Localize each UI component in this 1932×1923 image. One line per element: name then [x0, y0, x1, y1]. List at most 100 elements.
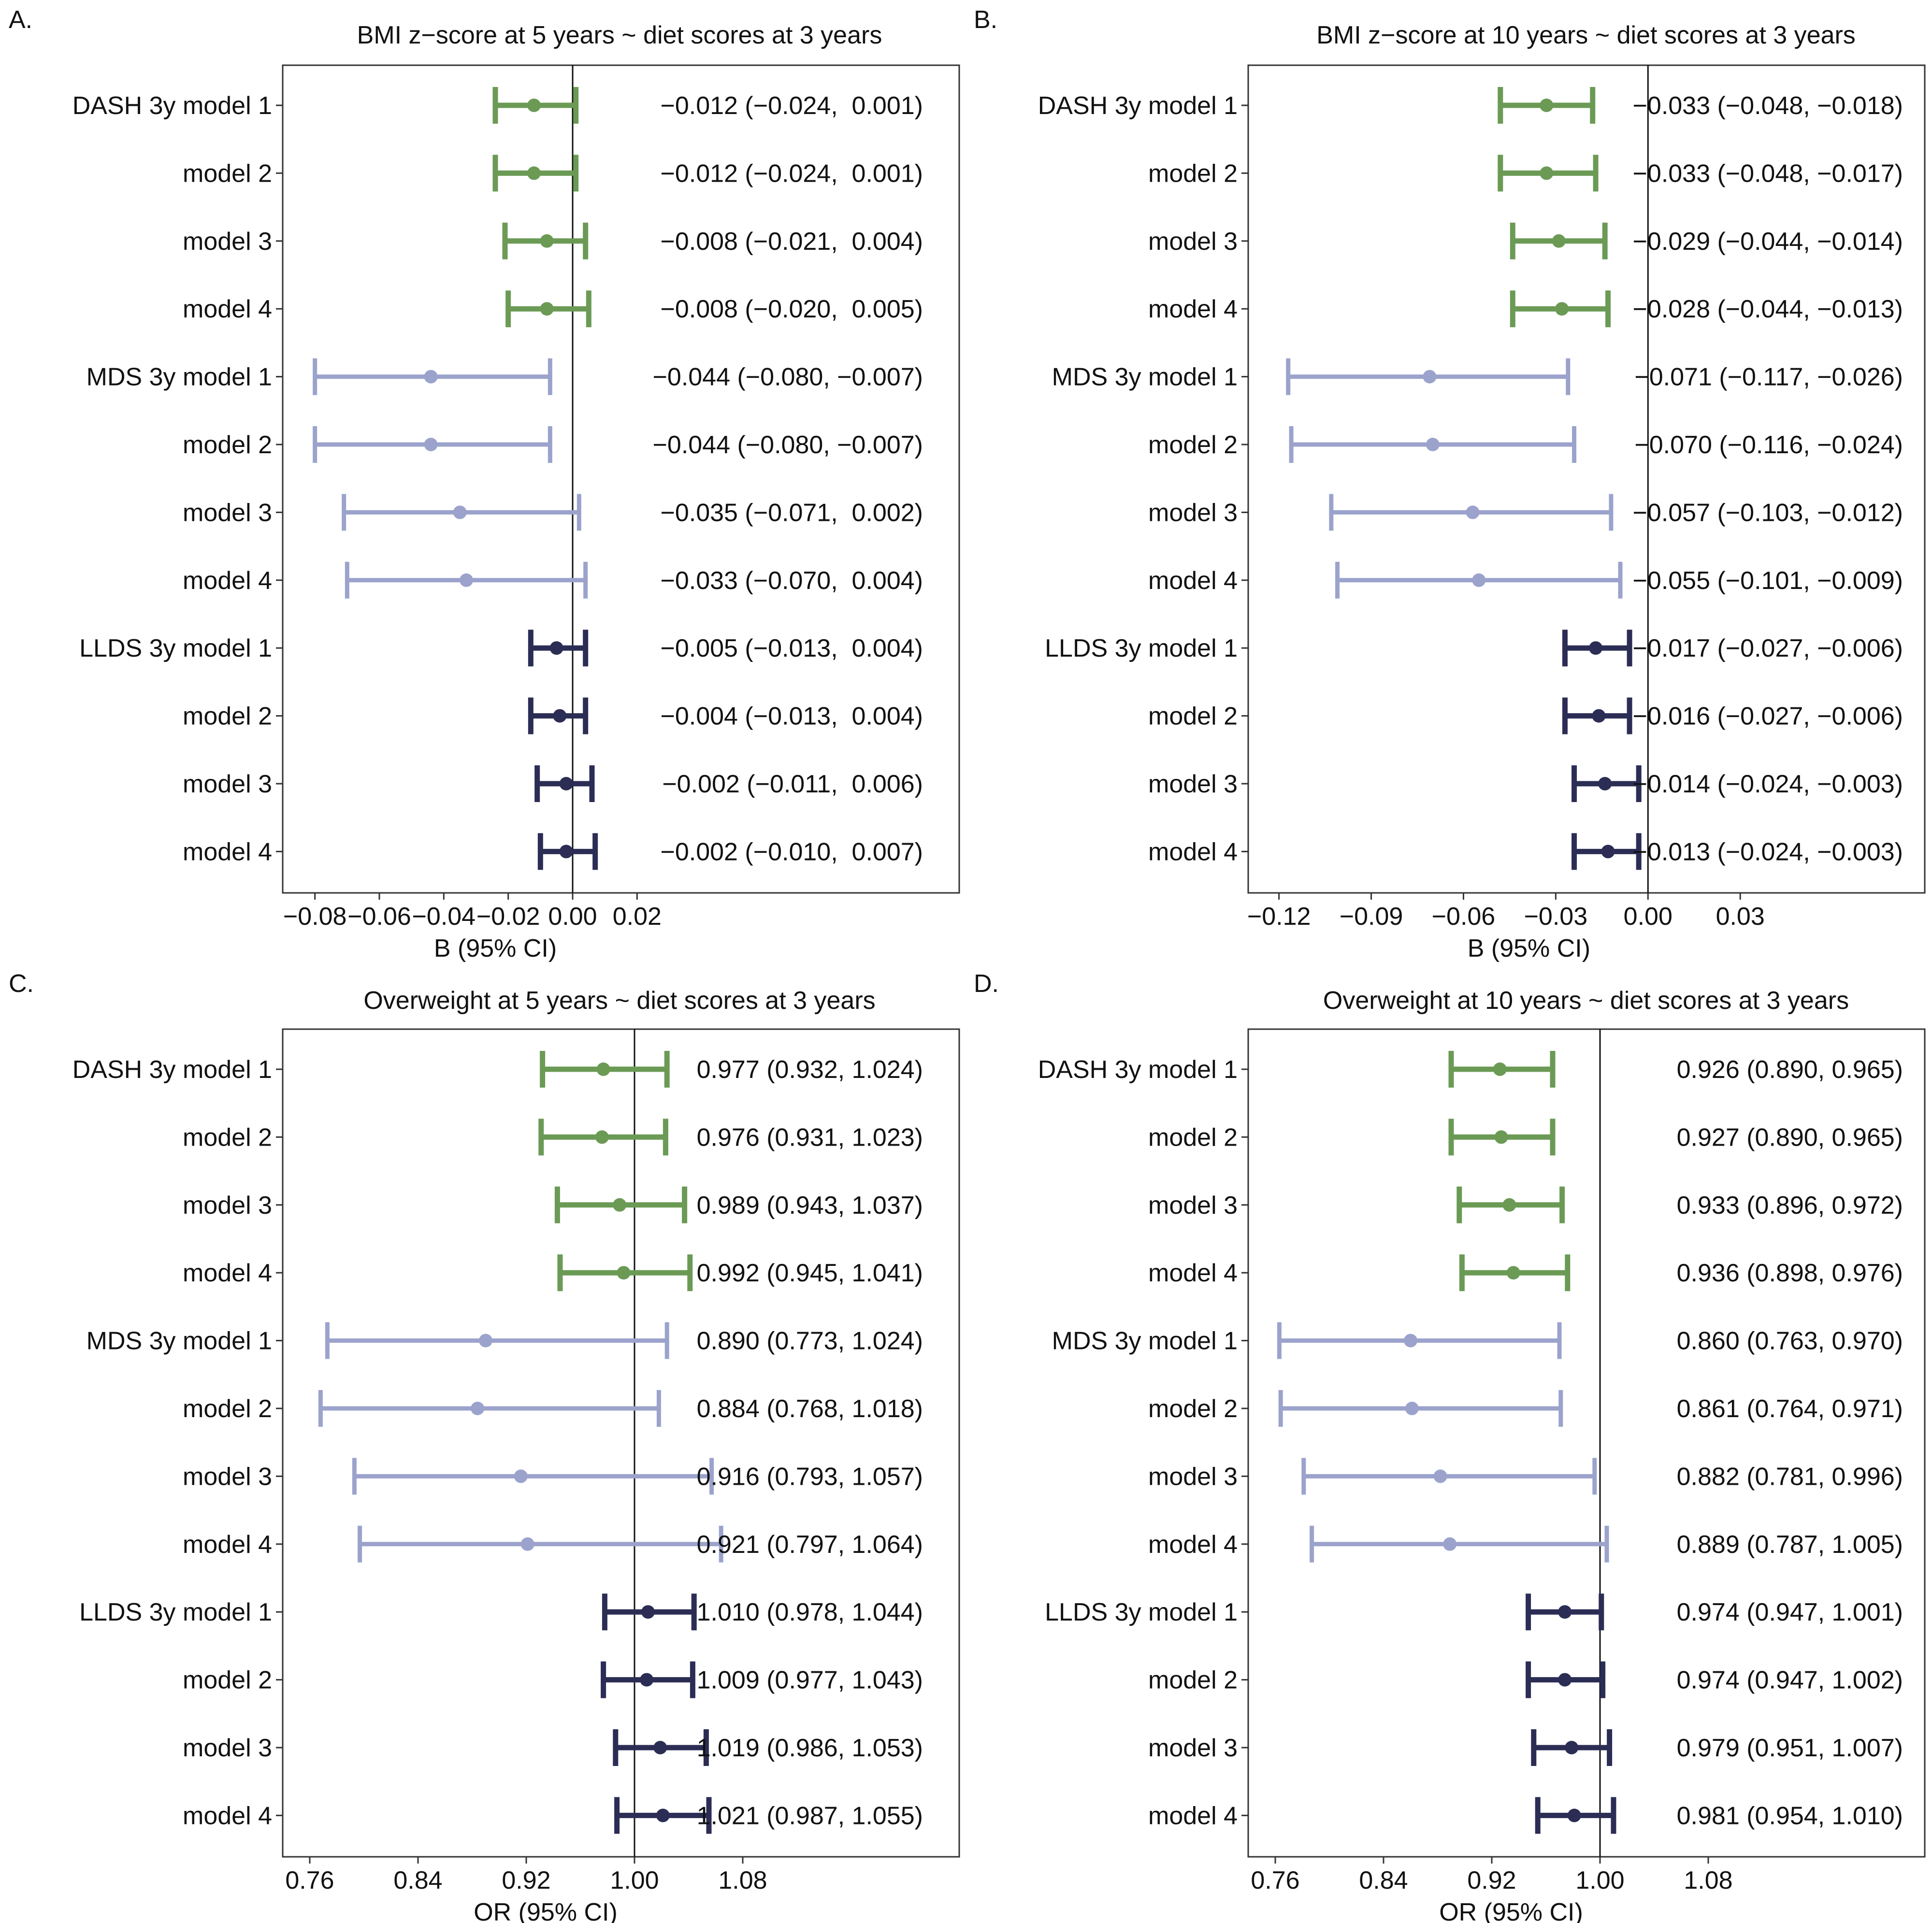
x-axis-label: B (95% CI) [434, 934, 557, 962]
estimate-text: −0.005 (−0.013, 0.004) [660, 634, 923, 662]
row-label: model 2 [183, 1666, 272, 1694]
forest-row: model 4 −0.028 (−0.044, −0.013) [1148, 290, 1903, 328]
estimate-text: −0.035 (−0.071, 0.002) [660, 499, 923, 527]
row-label: model 4 [183, 838, 272, 866]
forest-row: model 4 1.021 (0.987, 1.055) [183, 1797, 923, 1834]
estimate-text: −0.070 (−0.116, −0.024) [1634, 431, 1903, 459]
point-estimate [1589, 641, 1603, 655]
panel-title: Overweight at 5 years ~ diet scores at 3… [363, 987, 875, 1015]
x-tick-label: 1.00 [610, 1866, 659, 1894]
point-estimate [527, 166, 541, 180]
x-tick-label: −0.12 [1247, 903, 1311, 931]
row-label: model 4 [183, 1259, 272, 1287]
estimate-text: 0.889 (0.787, 1.005) [1677, 1531, 1903, 1559]
x-tick-label: −0.06 [1432, 903, 1496, 931]
forest-row: model 2 0.927 (0.890, 0.965) [1148, 1119, 1903, 1156]
row-label: model 2 [1148, 1666, 1238, 1694]
point-estimate [479, 1334, 492, 1348]
point-estimate [1552, 234, 1566, 248]
row-label: model 3 [1148, 1191, 1238, 1220]
forest-row: model 4 0.992 (0.945, 1.041) [183, 1254, 923, 1292]
point-estimate [1502, 1198, 1516, 1212]
point-estimate [613, 1198, 627, 1212]
point-estimate [514, 1469, 528, 1483]
forest-row: model 2 −0.004 (−0.013, 0.004) [183, 697, 923, 734]
estimate-text: 1.021 (0.987, 1.055) [697, 1802, 923, 1830]
estimate-text: −0.029 (−0.044, −0.014) [1633, 228, 1903, 256]
estimate-text: 0.884 (0.768, 1.018) [697, 1395, 923, 1423]
row-label: model 4 [1148, 295, 1238, 323]
x-tick-label: 0.02 [613, 903, 662, 931]
row-label: model 3 [1148, 770, 1238, 798]
point-estimate [559, 845, 573, 859]
x-tick-label: −0.02 [476, 903, 540, 931]
estimate-text: −0.013 (−0.024, −0.003) [1633, 838, 1903, 866]
forest-row: model 4 0.936 (0.898, 0.976) [1148, 1254, 1903, 1292]
x-axis-label: OR (95% CI) [1439, 1898, 1583, 1923]
point-estimate [1592, 709, 1606, 723]
estimate-text: 0.933 (0.896, 0.972) [1677, 1191, 1903, 1220]
row-label: model 2 [183, 431, 272, 459]
forest-row: model 3 0.933 (0.896, 0.972) [1148, 1186, 1903, 1223]
estimate-text: −0.071 (−0.117, −0.026) [1634, 363, 1903, 391]
estimate-text: −0.044 (−0.080, −0.007) [653, 363, 923, 391]
estimate-text: 0.921 (0.797, 1.064) [697, 1531, 923, 1559]
estimate-text: −0.008 (−0.021, 0.004) [660, 228, 923, 256]
row-label: model 2 [1148, 1395, 1238, 1423]
point-estimate [453, 505, 467, 519]
estimate-text: 0.890 (0.773, 1.024) [697, 1327, 923, 1355]
row-label: model 4 [183, 1531, 272, 1559]
estimate-text: −0.033 (−0.048, −0.018) [1633, 92, 1903, 120]
row-label: model 4 [183, 1802, 272, 1830]
estimate-text: 0.979 (0.951, 1.007) [1677, 1734, 1903, 1762]
row-label: model 2 [183, 159, 272, 187]
panel-label: D. [974, 970, 999, 998]
estimate-text: 0.860 (0.763, 0.970) [1677, 1327, 1903, 1355]
forest-row: MDS 3y model 1 −0.044 (−0.080, −0.007) [87, 358, 923, 395]
point-estimate [1493, 1062, 1507, 1076]
row-label: model 4 [1148, 1259, 1238, 1287]
point-estimate [1472, 573, 1486, 587]
forest-row: model 2 −0.070 (−0.116, −0.024) [1148, 426, 1903, 463]
estimate-text: 0.927 (0.890, 0.965) [1677, 1123, 1903, 1151]
forest-row: model 3 1.019 (0.986, 1.053) [183, 1729, 923, 1766]
row-label: model 4 [1148, 1802, 1238, 1830]
point-estimate [596, 1062, 610, 1076]
row-label: DASH 3y model 1 [1038, 92, 1238, 120]
row-label: model 2 [183, 703, 272, 731]
panel-title: BMI z−score at 5 years ~ diet scores at … [357, 21, 882, 49]
forest-row: model 4 −0.002 (−0.010, 0.007) [183, 833, 923, 870]
estimate-text: −0.002 (−0.010, 0.007) [660, 838, 923, 866]
x-tick-label: 1.00 [1575, 1866, 1624, 1894]
x-tick-label: −0.04 [412, 903, 476, 931]
row-label: model 3 [183, 499, 272, 527]
forest-row: model 3 0.916 (0.793, 1.057) [183, 1458, 923, 1495]
estimate-text: 0.981 (0.954, 1.010) [1677, 1802, 1903, 1830]
point-estimate [1494, 1130, 1508, 1144]
point-estimate [641, 1605, 655, 1619]
x-tick-label: 0.76 [285, 1866, 334, 1894]
forest-row: LLDS 3y model 1 0.974 (0.947, 1.001) [1045, 1593, 1903, 1631]
row-label: MDS 3y model 1 [87, 1327, 272, 1355]
row-label: LLDS 3y model 1 [79, 634, 272, 662]
x-axis-label: B (95% CI) [1468, 934, 1590, 962]
estimate-text: 1.019 (0.986, 1.053) [697, 1734, 923, 1762]
forest-row: LLDS 3y model 1 −0.017 (−0.027, −0.006) [1045, 630, 1903, 667]
forest-row: model 3 −0.035 (−0.071, 0.002) [183, 494, 923, 531]
row-label: LLDS 3y model 1 [1045, 634, 1238, 662]
row-label: model 4 [1148, 838, 1238, 866]
estimate-text: −0.033 (−0.070, 0.004) [660, 567, 923, 595]
row-label: LLDS 3y model 1 [79, 1598, 272, 1626]
plot-frame [1247, 64, 1926, 894]
forest-row: MDS 3y model 1 0.860 (0.763, 0.970) [1052, 1322, 1903, 1359]
x-tick-label: 0.76 [1251, 1866, 1299, 1894]
point-estimate [1404, 1334, 1417, 1348]
estimate-text: −0.016 (−0.027, −0.006) [1633, 703, 1903, 731]
estimate-text: 0.916 (0.793, 1.057) [697, 1463, 923, 1491]
forest-row: model 3 −0.014 (−0.024, −0.003) [1148, 765, 1903, 802]
x-tick-label: −0.06 [347, 903, 411, 931]
plot-frame [1247, 1028, 1926, 1858]
forest-row: model 2 −0.033 (−0.048, −0.017) [1148, 155, 1903, 192]
x-tick-label: −0.09 [1340, 903, 1403, 931]
